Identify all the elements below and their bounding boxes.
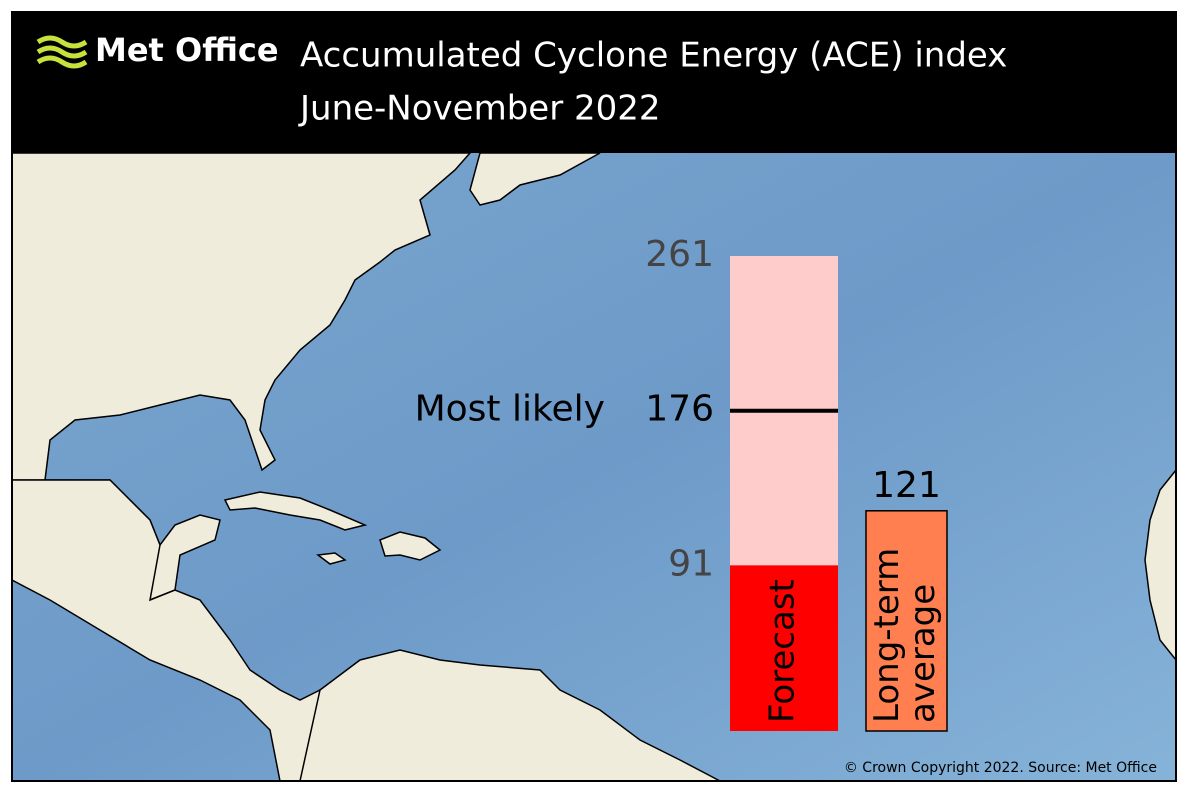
forecast-label: Forecast	[763, 579, 803, 723]
low-label: 91	[668, 543, 714, 584]
central-america	[11, 479, 331, 782]
subtitle: June-November 2022	[298, 89, 661, 129]
average-value: 121	[872, 465, 941, 506]
header-band	[12, 12, 1176, 153]
canada-coast	[469, 152, 601, 206]
average-label: Long-term	[867, 548, 907, 723]
most-likely-value: 176	[645, 389, 714, 430]
frame	[11, 11, 1177, 782]
average-bar	[865, 510, 948, 732]
high-label: 261	[645, 234, 714, 275]
north-america	[11, 152, 472, 601]
cuba	[223, 491, 368, 531]
plot: 261 91 176 Most likely Forecast 121 Long-terma…	[415, 234, 948, 732]
logo-icon	[36, 35, 88, 69]
map	[11, 152, 1177, 782]
forecast-bar	[730, 565, 838, 731]
most-likely-label: Most likely	[415, 389, 605, 430]
source: © Crown Copyright 2022. Source: Met Offi…	[844, 760, 1157, 776]
africa	[1144, 467, 1177, 663]
logo-text: Met Office	[95, 31, 279, 69]
average-label: average	[903, 584, 943, 723]
jamaica	[316, 552, 347, 565]
hispaniola	[379, 531, 442, 561]
title: Accumulated Cyclone Energy (ACE) index	[300, 36, 1007, 76]
